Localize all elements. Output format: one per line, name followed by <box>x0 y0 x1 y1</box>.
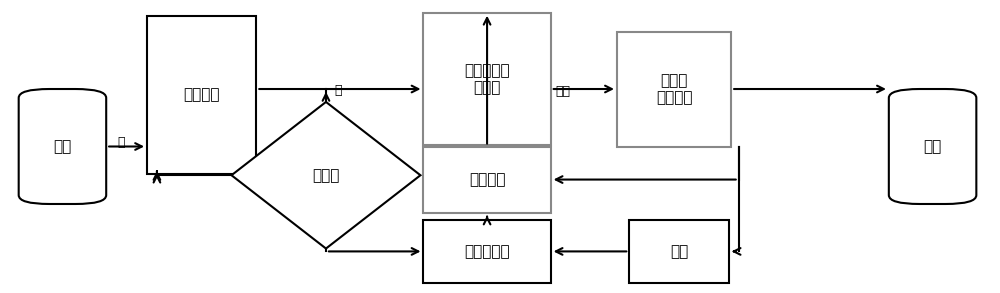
Bar <box>423 13 551 145</box>
Text: 结果: 结果 <box>923 139 942 154</box>
Text: 关键帧: 关键帧 <box>312 168 340 183</box>
Text: 是: 是 <box>117 137 125 149</box>
Text: 轨迹生成: 轨迹生成 <box>183 87 220 102</box>
Text: 预测控制器
运动学: 预测控制器 运动学 <box>464 63 510 95</box>
Bar <box>629 220 729 283</box>
Bar <box>423 220 551 283</box>
Text: 机器人
动态系统: 机器人 动态系统 <box>656 73 692 105</box>
Text: 速度: 速度 <box>556 85 571 98</box>
Text: 单应性估计: 单应性估计 <box>464 244 510 259</box>
Polygon shape <box>232 102 420 248</box>
FancyBboxPatch shape <box>889 89 976 204</box>
Bar <box>617 32 731 146</box>
Text: 模型修正: 模型修正 <box>469 172 505 187</box>
Bar <box>147 16 256 174</box>
FancyBboxPatch shape <box>19 89 106 204</box>
Bar <box>423 146 551 213</box>
Text: 任务: 任务 <box>53 139 72 154</box>
Text: 否: 否 <box>334 84 341 97</box>
Text: 相机: 相机 <box>670 244 688 259</box>
